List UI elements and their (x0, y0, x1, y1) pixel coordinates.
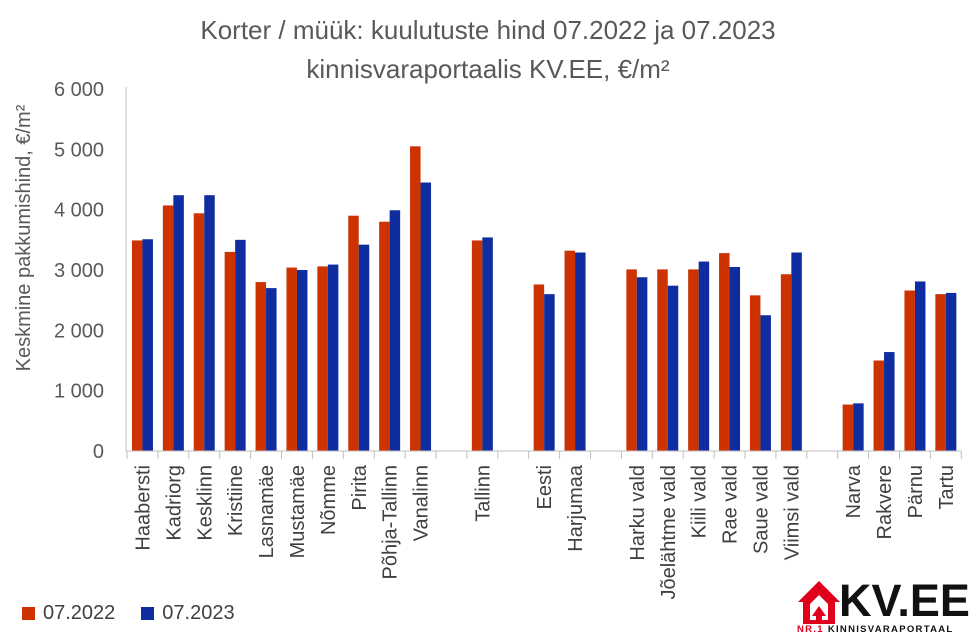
y-tick-label: 2 000 (54, 320, 104, 342)
bar-07-2023 (544, 294, 555, 451)
x-tick-label: Saue vald (750, 465, 772, 554)
bar-07-2022 (379, 221, 390, 451)
legend-label-2022: 07.2022 (43, 602, 116, 624)
bar-07-2022 (873, 360, 885, 451)
bar-07-2022 (657, 269, 668, 451)
chart-title-line-1: Korter / müük: kuulutuste hind 07.2022 j… (200, 15, 776, 45)
bar-07-2023 (389, 210, 401, 451)
logo-tag-rest: KINNISVARAPORTAAL (827, 624, 954, 635)
bar-07-2022 (533, 284, 545, 451)
bar-07-2022 (564, 250, 576, 451)
bar-07-2022 (224, 251, 236, 451)
bar-07-2023 (235, 239, 246, 451)
y-tick-label: 6 000 (54, 79, 104, 101)
legend-swatch-2023 (141, 607, 155, 620)
x-tick-label: Rae vald (720, 465, 742, 544)
bar-07-2022 (719, 253, 730, 451)
y-tick-label: 5 000 (54, 139, 104, 161)
x-tick-label: Narva (843, 464, 865, 518)
x-tick-label: Kadriorg (163, 465, 185, 541)
bar-07-2023 (173, 195, 184, 451)
x-tick-label: Viimsi vald (781, 465, 803, 560)
bar-07-2023 (142, 239, 153, 451)
bar-07-2023 (853, 403, 864, 451)
bar-07-2023 (204, 195, 215, 451)
x-tick-label: Kesklinn (194, 465, 216, 541)
legend-swatch-2022 (22, 607, 35, 620)
bars (131, 146, 957, 452)
x-tick-label: Lasnamäe (256, 465, 278, 558)
x-tick-label: Jõelähtme vald (658, 465, 680, 600)
bar-07-2023 (914, 281, 926, 451)
x-tick-label: Rakvere (874, 465, 896, 539)
x-tick-label: Vanalinn (411, 465, 433, 541)
x-tick-label: Tallinn (472, 465, 494, 522)
bar-07-2022 (626, 269, 637, 451)
y-axis-label: Keskmine pakkumishind, €/m² (13, 104, 35, 371)
bar-07-2022 (131, 240, 143, 451)
bar-07-2023 (575, 252, 586, 451)
bar-07-2022 (904, 290, 915, 451)
legend-item-2022: 07.2022 (22, 602, 115, 625)
bar-07-2023 (884, 352, 895, 451)
bar-07-2023 (760, 315, 771, 451)
bar-07-2023 (729, 266, 741, 451)
x-tick-label: Põhja-Tallinn (380, 465, 402, 580)
house-logo-icon (798, 581, 840, 624)
x-tick-label: Harku vald (627, 465, 649, 561)
legend-label-2023: 07.2023 (162, 602, 235, 624)
x-tick-label: Haabersti (132, 465, 154, 551)
bar-07-2022 (317, 266, 328, 451)
bar-07-2023 (698, 261, 710, 451)
bar-07-2023 (667, 285, 679, 451)
y-tick-label: 3 000 (54, 260, 104, 282)
logo-tagline: NR.1 KINNISVARAPORTAAL (797, 624, 954, 635)
x-tick-label: Eesti (534, 465, 556, 509)
bar-07-2022 (410, 146, 421, 452)
bar-07-2023 (791, 252, 802, 451)
bar-07-2023 (296, 270, 308, 451)
bar-07-2022 (842, 404, 854, 451)
y-tick-label: 1 000 (54, 381, 104, 403)
x-tick-label: Harjumaa (565, 464, 587, 552)
bar-07-2023 (482, 237, 493, 451)
bar-07-2022 (193, 213, 205, 451)
bar-07-2023 (358, 244, 370, 451)
logo-tag-nr: NR.1 (797, 624, 824, 635)
y-axis: 0 1 000 2 000 3 000 4 000 5 000 6 000 (54, 79, 127, 463)
bar-07-2022 (286, 267, 297, 451)
x-tick-label: Pärnu (905, 465, 927, 518)
x-tick-label: Tartu (936, 465, 958, 509)
bar-07-2022 (935, 294, 946, 451)
bar-07-2022 (471, 240, 483, 451)
bar-07-2022 (780, 274, 792, 451)
bar-07-2022 (255, 282, 267, 451)
x-axis: Haabersti Kadriorg Kesklinn Kristiine Lasnam… (126, 450, 962, 600)
y-tick-label: 0 (93, 441, 104, 463)
x-tick-label: Nõmme (318, 465, 340, 535)
bar-07-2022 (749, 295, 761, 451)
bar-07-2022 (688, 269, 699, 451)
logo-text: KV.EE (839, 575, 970, 626)
legend-item-2023: 07.2023 (141, 602, 235, 625)
bar-07-2023 (420, 182, 432, 451)
bar-07-2023 (266, 288, 277, 451)
chart-title-line-2: kinnisvaraportaalis KV.EE, €/m² (306, 54, 670, 84)
x-tick-label: Kristiine (225, 465, 247, 536)
x-tick-label: Kiili vald (689, 465, 711, 538)
bar-07-2022 (162, 205, 174, 451)
x-tick-label: Mustamäe (287, 465, 309, 558)
bar-07-2022 (348, 215, 359, 451)
legend: 07.2022 07.2023 (22, 602, 261, 625)
kv-ee-logo: KV.EE NR.1 KINNISVARAPORTAAL (797, 575, 973, 636)
bar-07-2023 (945, 292, 957, 451)
bar-07-2023 (327, 264, 339, 451)
y-tick-label: 4 000 (54, 200, 104, 222)
x-tick-label: Pirita (349, 464, 371, 510)
bar-07-2023 (636, 277, 648, 451)
